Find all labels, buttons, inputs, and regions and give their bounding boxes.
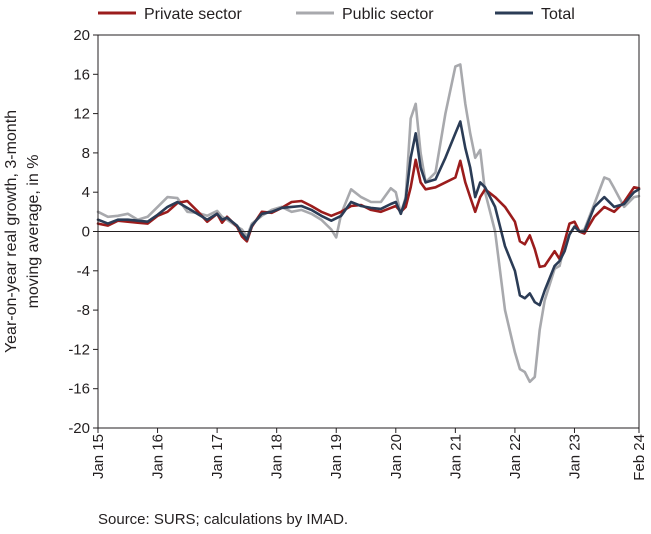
y-axis-title-line: Year-on-year real growth, 3-month [3, 110, 20, 353]
series-line-public-sector [96, 63, 641, 384]
y-tick-label: -12 [68, 341, 90, 358]
x-tick-label: Jan 17 [209, 434, 226, 479]
series-line-total [96, 120, 641, 307]
x-tick-label: Jan 18 [269, 434, 286, 479]
x-tick-label: Jan 20 [388, 434, 405, 479]
x-tick-label: Jan 21 [447, 434, 464, 479]
x-tick-label: Jan 15 [90, 434, 107, 479]
x-axis: Jan 15 Jan 16 Jan 17 Jan 18 Jan 19 Jan 20 Jan … [90, 428, 648, 481]
y-axis-title-line: moving average, in % [25, 155, 42, 309]
x-tick-label: Jan 19 [328, 434, 345, 479]
x-tick-label: Jan 23 [566, 434, 583, 479]
y-tick-label: 12 [73, 106, 90, 123]
y-tick-label: 20 [73, 27, 90, 44]
x-tick-label: Jan 22 [507, 434, 524, 479]
y-axis-title: Year-on-year real growth, 3-month moving … [3, 110, 42, 353]
y-tick-label: -20 [68, 420, 90, 437]
y-tick-label: -8 [77, 302, 90, 319]
x-tick-label: Feb 24 [631, 434, 648, 481]
series-line-private-sector [96, 158, 641, 269]
legend: Private sector Public sector Total [98, 6, 575, 23]
y-axis: 20 16 12 8 4 0 -4 -8 -12 -16 -20 [68, 27, 98, 437]
legend-label: Public sector [342, 6, 434, 23]
y-tick-label: -4 [77, 263, 90, 280]
y-tick-label: 0 [82, 224, 90, 241]
legend-label: Total [541, 6, 575, 23]
x-tick-label: Jan 16 [150, 434, 167, 479]
y-tick-label: 4 [82, 184, 90, 201]
y-tick-label: 16 [73, 66, 90, 83]
y-tick-label: 8 [82, 145, 90, 162]
y-tick-label: -16 [68, 381, 90, 398]
source-note: Source: SURS; calculations by IMAD. [98, 511, 349, 528]
series-lines [96, 63, 641, 384]
legend-label: Private sector [144, 6, 242, 23]
